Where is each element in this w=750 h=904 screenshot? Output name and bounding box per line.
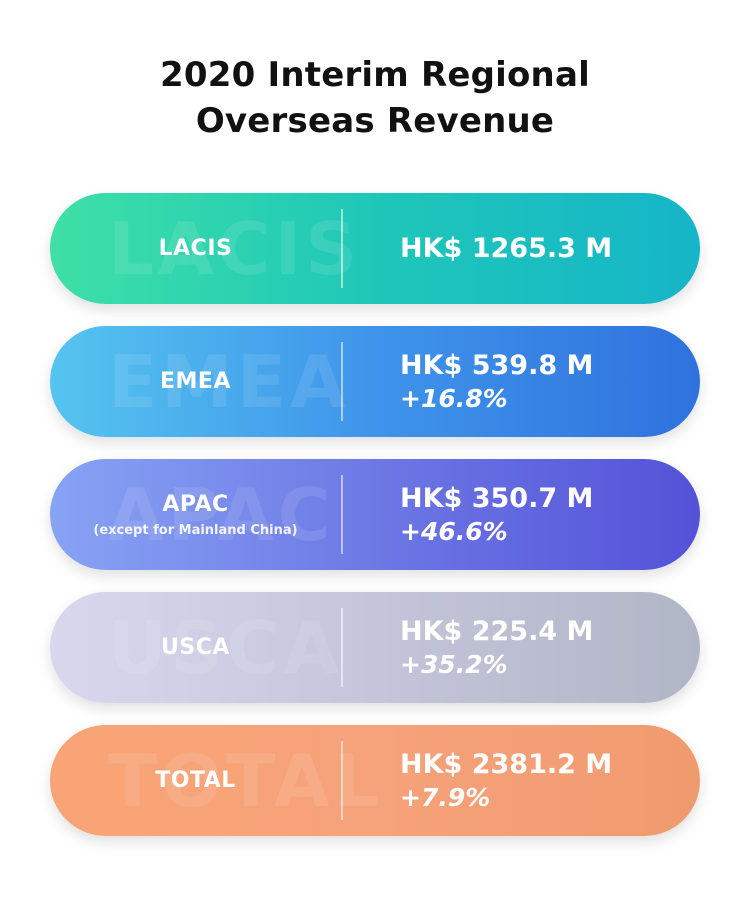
growth-rate: +16.8% xyxy=(400,383,508,413)
title-line-1: 2020 Interim Regional xyxy=(160,55,590,95)
region-value-area: HK$ 2381.2 M +7.9% xyxy=(400,725,690,836)
divider xyxy=(341,741,343,820)
region-card-usca: USCA USCA HK$ 225.4 M +35.2% xyxy=(50,592,700,703)
divider xyxy=(341,475,343,554)
region-value-area: HK$ 225.4 M +35.2% xyxy=(400,592,690,703)
growth-rate: +46.6% xyxy=(400,516,508,546)
revenue-amount: HK$ 1265.3 M xyxy=(400,232,613,264)
region-name: APAC xyxy=(162,491,229,517)
region-name: EMEA xyxy=(160,369,231,394)
region-value-area: HK$ 539.8 M +16.8% xyxy=(400,326,690,437)
region-card-apac: APAC APAC (except for Mainland China) HK… xyxy=(50,459,700,570)
region-label-area: LACIS xyxy=(50,193,341,304)
growth-rate: +35.2% xyxy=(400,649,508,679)
region-value-area: HK$ 350.7 M +46.6% xyxy=(400,459,690,570)
region-label-area: USCA xyxy=(50,592,341,703)
region-watermark: APAC xyxy=(108,472,335,557)
revenue-amount: HK$ 2381.2 M xyxy=(400,748,613,780)
region-subtitle: (except for Mainland China) xyxy=(93,522,298,538)
revenue-amount: HK$ 539.8 M xyxy=(400,349,594,381)
region-name: TOTAL xyxy=(155,768,236,793)
region-watermark: TOTAL xyxy=(108,738,384,823)
revenue-amount: HK$ 350.7 M xyxy=(400,482,594,514)
title-line-2: Overseas Revenue xyxy=(195,101,555,141)
region-watermark: USCA xyxy=(108,605,343,690)
divider xyxy=(341,209,343,288)
region-watermark: EMEA xyxy=(108,339,350,424)
region-label-area: TOTAL xyxy=(50,725,341,836)
region-label-area: EMEA xyxy=(50,326,341,437)
divider xyxy=(341,608,343,687)
divider xyxy=(341,342,343,421)
region-card-total: TOTAL TOTAL HK$ 2381.2 M +7.9% xyxy=(50,725,700,836)
region-label-area: APAC (except for Mainland China) xyxy=(50,459,341,570)
region-card-emea: EMEA EMEA HK$ 539.8 M +16.8% xyxy=(50,326,700,437)
revenue-amount: HK$ 225.4 M xyxy=(400,615,594,647)
region-watermark: LACIS xyxy=(108,206,362,291)
region-card-lacis: LACIS LACIS HK$ 1265.3 M xyxy=(50,193,700,304)
region-name: LACIS xyxy=(158,236,233,261)
page-title: 2020 Interim Regional Overseas Revenue xyxy=(0,52,750,144)
region-name: USCA xyxy=(161,635,230,660)
growth-rate: +7.9% xyxy=(400,782,491,812)
region-value-area: HK$ 1265.3 M xyxy=(400,193,690,304)
